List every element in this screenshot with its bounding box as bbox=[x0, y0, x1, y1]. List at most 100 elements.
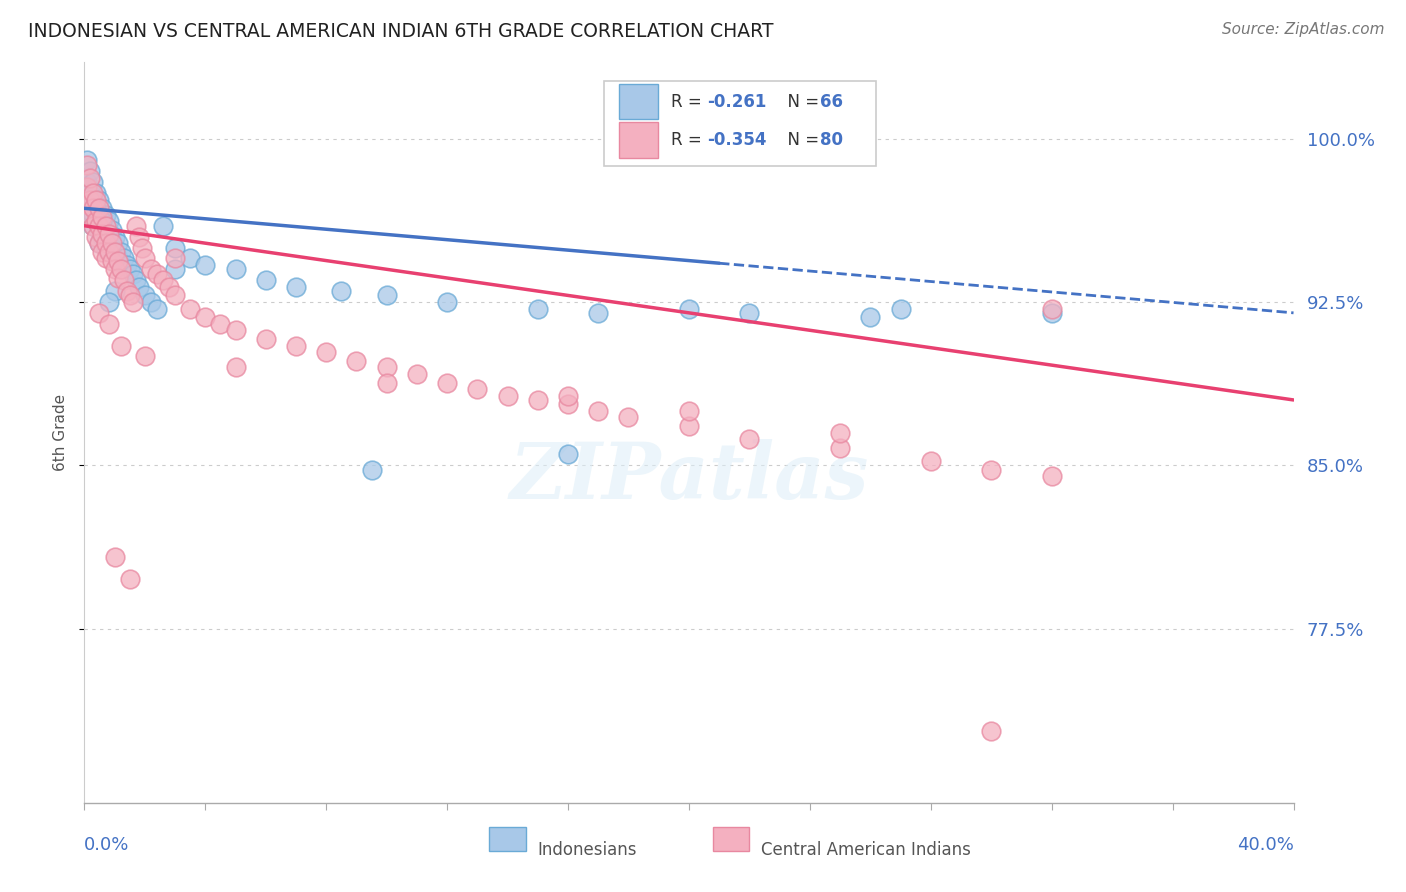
Point bbox=[128, 279, 150, 293]
Point bbox=[557, 388, 579, 402]
Point bbox=[285, 279, 308, 293]
Point bbox=[436, 376, 458, 390]
Point bbox=[79, 164, 101, 178]
Point bbox=[76, 175, 98, 189]
Point bbox=[97, 244, 120, 259]
Point bbox=[139, 295, 162, 310]
Point bbox=[107, 236, 129, 251]
Point bbox=[76, 197, 98, 211]
FancyBboxPatch shape bbox=[605, 81, 876, 166]
Text: Indonesians: Indonesians bbox=[538, 841, 637, 859]
Point bbox=[94, 252, 117, 266]
Point bbox=[82, 193, 104, 207]
Point bbox=[82, 186, 104, 200]
Point bbox=[980, 723, 1002, 738]
Point bbox=[112, 273, 135, 287]
Point bbox=[76, 179, 98, 194]
Point bbox=[527, 392, 550, 407]
Point bbox=[121, 295, 143, 310]
Text: Source: ZipAtlas.com: Source: ZipAtlas.com bbox=[1222, 22, 1385, 37]
Point bbox=[375, 360, 398, 375]
Point bbox=[86, 202, 108, 216]
Point bbox=[830, 425, 852, 440]
Point bbox=[617, 410, 640, 425]
Point bbox=[89, 208, 111, 222]
Point bbox=[254, 332, 277, 346]
Point bbox=[79, 170, 101, 185]
Point bbox=[89, 202, 111, 216]
Point bbox=[112, 252, 135, 266]
Point bbox=[467, 382, 489, 396]
Point bbox=[97, 295, 120, 310]
Point bbox=[152, 219, 174, 233]
Point bbox=[86, 202, 108, 216]
Point bbox=[79, 208, 101, 222]
Point bbox=[678, 301, 700, 316]
Point bbox=[179, 252, 201, 266]
Point bbox=[157, 279, 180, 293]
Point bbox=[557, 447, 579, 461]
Point bbox=[100, 223, 122, 237]
Point bbox=[588, 306, 610, 320]
Point bbox=[104, 244, 127, 259]
Point bbox=[79, 208, 101, 222]
Point bbox=[94, 240, 117, 254]
Point bbox=[79, 186, 101, 200]
Point bbox=[91, 210, 114, 224]
Text: 66: 66 bbox=[820, 93, 842, 111]
Point bbox=[134, 288, 156, 302]
Point bbox=[165, 252, 187, 266]
Point bbox=[118, 262, 141, 277]
Point bbox=[115, 284, 138, 298]
Point bbox=[131, 240, 153, 254]
Point bbox=[76, 153, 98, 168]
Point bbox=[678, 419, 700, 434]
Point bbox=[920, 454, 942, 468]
FancyBboxPatch shape bbox=[713, 827, 749, 851]
Point bbox=[315, 345, 337, 359]
Point bbox=[134, 350, 156, 364]
Point bbox=[94, 219, 117, 233]
Point bbox=[110, 244, 132, 259]
Point bbox=[859, 310, 882, 325]
Point bbox=[91, 244, 114, 259]
Point bbox=[890, 301, 912, 316]
Point bbox=[165, 240, 187, 254]
Point bbox=[91, 202, 114, 216]
Point bbox=[194, 310, 217, 325]
Point bbox=[360, 462, 382, 476]
Point bbox=[79, 197, 101, 211]
Text: ZIPatlas: ZIPatlas bbox=[509, 439, 869, 516]
Text: 0.0%: 0.0% bbox=[84, 836, 129, 855]
Point bbox=[146, 301, 169, 316]
Text: INDONESIAN VS CENTRAL AMERICAN INDIAN 6TH GRADE CORRELATION CHART: INDONESIAN VS CENTRAL AMERICAN INDIAN 6T… bbox=[28, 22, 773, 41]
Point bbox=[375, 376, 398, 390]
Point bbox=[82, 219, 104, 233]
Point bbox=[91, 219, 114, 233]
Point bbox=[436, 295, 458, 310]
Point bbox=[107, 271, 129, 285]
Point bbox=[97, 227, 120, 242]
Text: 40.0%: 40.0% bbox=[1237, 836, 1294, 855]
Point bbox=[86, 193, 108, 207]
FancyBboxPatch shape bbox=[489, 827, 526, 851]
Point bbox=[209, 317, 232, 331]
Point bbox=[346, 353, 368, 368]
Point bbox=[225, 323, 247, 337]
Point bbox=[79, 193, 101, 207]
Point bbox=[225, 360, 247, 375]
Point bbox=[165, 288, 187, 302]
Point bbox=[118, 572, 141, 586]
Point bbox=[128, 229, 150, 244]
Point bbox=[678, 404, 700, 418]
Point bbox=[91, 229, 114, 244]
Point bbox=[225, 262, 247, 277]
Point bbox=[588, 404, 610, 418]
Point bbox=[115, 258, 138, 272]
Point bbox=[110, 338, 132, 352]
Point bbox=[980, 462, 1002, 476]
FancyBboxPatch shape bbox=[619, 122, 658, 158]
Point bbox=[107, 253, 129, 268]
Point bbox=[86, 229, 108, 244]
Point bbox=[89, 219, 111, 233]
